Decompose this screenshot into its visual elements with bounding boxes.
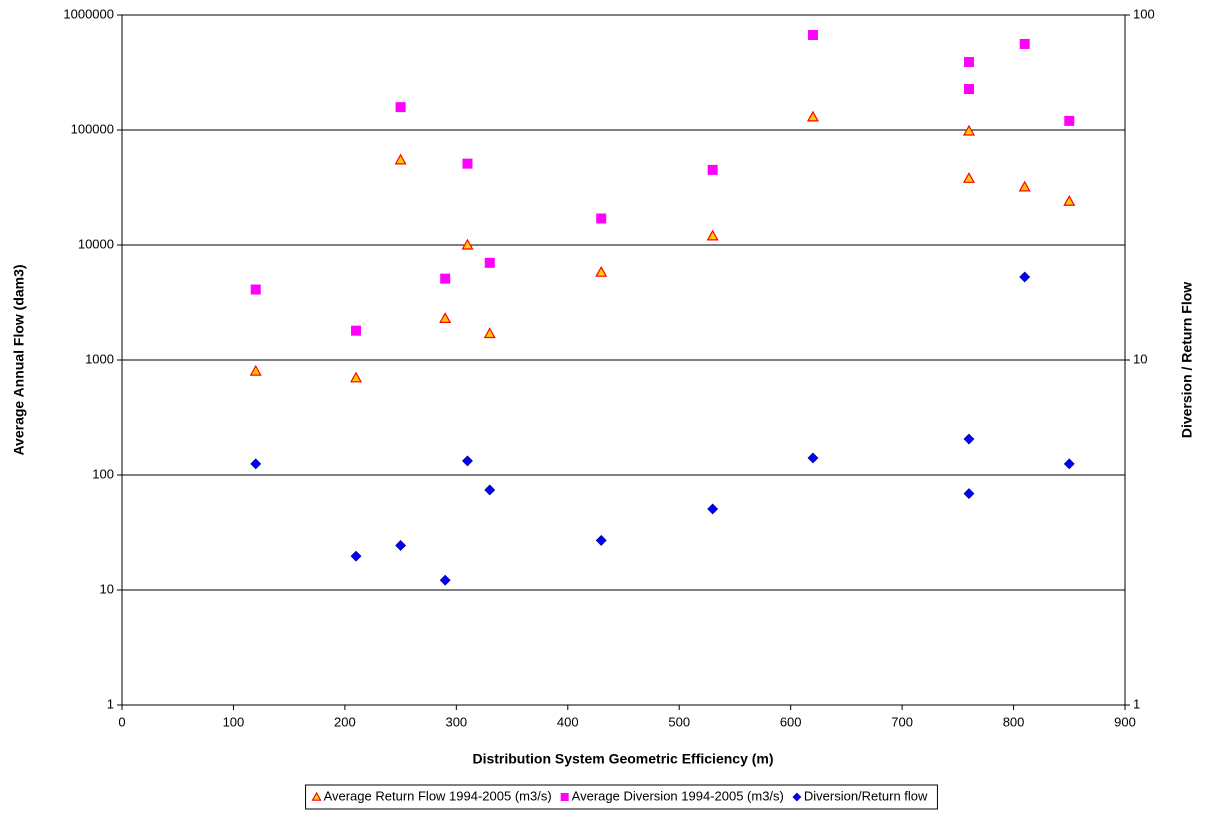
triangle-marker (249, 364, 262, 376)
triangle-marker (1018, 180, 1031, 192)
x-tick-label: 800 (1003, 714, 1025, 729)
diamond-marker (707, 503, 719, 515)
diamond-marker (395, 540, 407, 551)
triangle-marker (311, 791, 322, 801)
diamond-marker (484, 484, 496, 496)
triangle-marker (439, 312, 452, 324)
y-tick-label: 1 (107, 696, 114, 711)
x-tick-label: 600 (780, 714, 802, 729)
square-marker (250, 284, 261, 295)
legend-box (305, 784, 938, 810)
diamond-marker (439, 574, 451, 586)
triangle-marker (350, 371, 363, 383)
square-marker (462, 158, 473, 169)
legend-label: Diversion/Return flow (804, 788, 928, 803)
triangle-marker (962, 124, 975, 136)
x-tick-label: 200 (334, 714, 356, 729)
y2-axis-title: Diversion / Return Flow (1179, 282, 1195, 438)
diamond-marker (250, 458, 262, 470)
y-tick-label: 100 (92, 466, 114, 481)
legend-label: Average Return Flow 1994-2005 (m3/s) (324, 788, 552, 803)
x-tick-label: 700 (891, 714, 913, 729)
y-tick-label: 10 (100, 581, 114, 596)
x-axis-title: Distribution System Geometric Efficiency… (472, 751, 773, 767)
square-marker (560, 793, 569, 801)
square-marker (596, 213, 607, 224)
diamond-marker (1063, 458, 1075, 470)
triangle-marker (483, 327, 496, 339)
diamond-marker (350, 550, 362, 562)
square-marker (963, 57, 974, 68)
y2-tick-label: 100 (1133, 6, 1155, 21)
square-marker (963, 84, 974, 95)
legend-label: Average Diversion 1994-2005 (m3/s) (572, 788, 784, 803)
triangle-marker (706, 229, 719, 241)
diamond-marker (792, 792, 802, 802)
y-tick-label: 1000000 (63, 6, 114, 21)
triangle-marker (394, 153, 407, 165)
square-marker (484, 257, 495, 268)
diamond-marker (963, 433, 975, 445)
square-marker (395, 102, 406, 113)
diamond-marker (595, 534, 607, 546)
legend: Average Return Flow 1994-2005 (m3/s) Aver… (305, 784, 938, 810)
triangle-marker (806, 110, 819, 122)
diamond-marker (1019, 271, 1031, 283)
plot-frame (121, 14, 1126, 706)
y2-tick-label: 1 (1133, 696, 1140, 711)
triangle-marker (595, 265, 608, 277)
square-marker (351, 325, 362, 336)
square-marker (707, 164, 718, 175)
y-axis-title: Average Annual Flow (dam3) (11, 264, 27, 455)
square-marker (440, 273, 451, 284)
x-tick-label: 900 (1114, 714, 1136, 729)
diamond-marker (807, 452, 819, 464)
triangle-marker (1063, 195, 1076, 206)
y-tick-label: 100000 (71, 121, 114, 136)
y2-tick-label: 10 (1133, 351, 1147, 366)
square-marker (1064, 115, 1075, 126)
x-tick-label: 500 (668, 714, 690, 729)
triangle-marker (461, 238, 474, 250)
square-marker (1019, 38, 1030, 49)
x-tick-label: 100 (223, 714, 245, 729)
square-marker (807, 30, 818, 41)
y-tick-label: 10000 (78, 236, 114, 251)
diamond-marker (963, 488, 975, 500)
x-tick-label: 0 (118, 714, 125, 729)
x-tick-label: 300 (445, 714, 467, 729)
diamond-marker (462, 455, 473, 467)
x-tick-label: 400 (557, 714, 579, 729)
y-tick-label: 1000 (85, 351, 114, 366)
triangle-marker (962, 172, 975, 183)
